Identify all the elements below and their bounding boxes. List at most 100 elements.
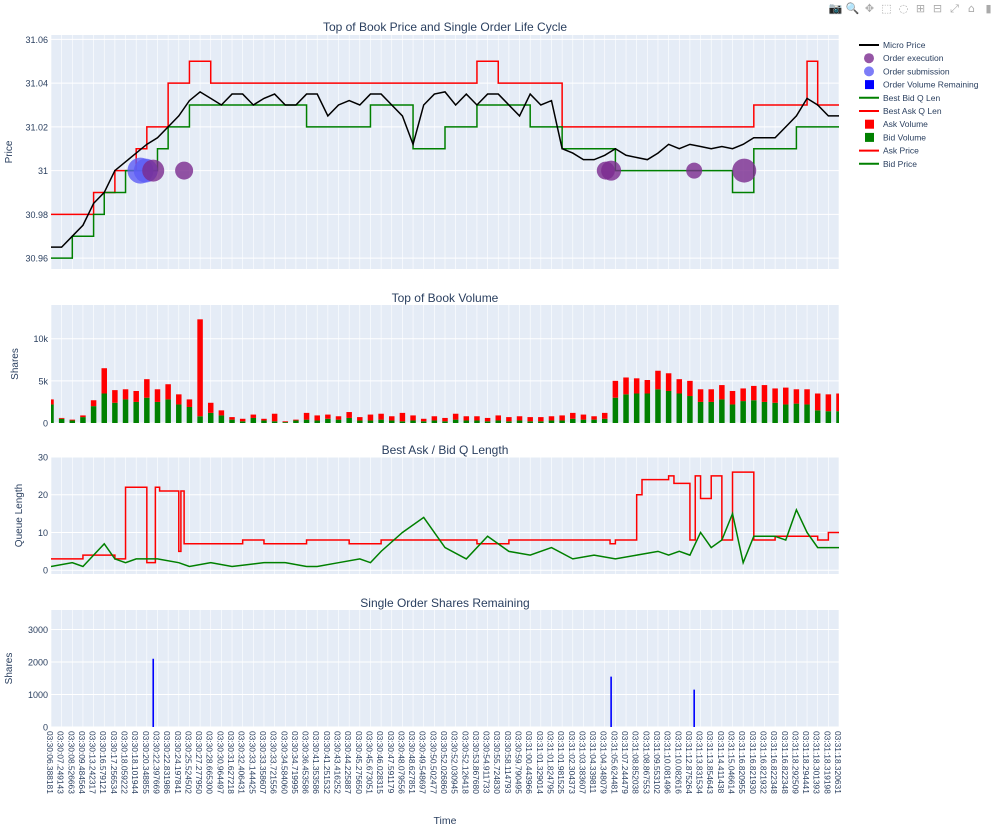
bar-bid-volume xyxy=(442,421,448,423)
x-tick-label: 03:31:16.820955 xyxy=(737,731,747,794)
marker-order-execution xyxy=(175,161,194,180)
x-tick-label: 03:30:50.502477 xyxy=(428,731,438,794)
bar-ask-volume xyxy=(740,388,746,402)
x-tick-label: 03:31:16.821930 xyxy=(748,731,758,794)
y-tick-label: 5k xyxy=(38,376,48,386)
reset-axes-icon[interactable]: ⌂ xyxy=(968,2,975,15)
bar-order-volume-remaining xyxy=(610,676,612,727)
bar-ask-volume xyxy=(452,413,459,420)
zoom-icon[interactable]: 🔍 xyxy=(845,2,860,15)
y-tick-label: 31.04 xyxy=(25,79,48,89)
pan-icon[interactable]: ✥ xyxy=(864,2,875,15)
x-tick-label: 03:30:45.275650 xyxy=(354,731,364,794)
bar-ask-volume xyxy=(687,380,693,397)
bar-bid-volume xyxy=(836,411,839,423)
bar-ask-volume xyxy=(165,384,171,400)
camera-icon[interactable]: 📷 xyxy=(828,2,843,15)
bar-ask-volume xyxy=(591,416,597,420)
x-tick-label: 03:31:00.443966 xyxy=(524,731,534,794)
bar-bid-volume xyxy=(357,420,363,423)
bar-bid-volume xyxy=(740,401,746,423)
lasso-select-icon[interactable]: ◌ xyxy=(898,2,909,15)
bar-ask-volume xyxy=(410,415,416,421)
x-tick-label: 03:30:41.251532 xyxy=(322,731,332,794)
bar-ask-volume xyxy=(271,413,278,422)
x-tick-label: 03:30:16.579121 xyxy=(98,731,108,794)
bar-bid-volume xyxy=(112,402,118,423)
x-tick-label: 03:31:15.046614 xyxy=(727,731,737,794)
bar-bid-volume xyxy=(271,421,278,423)
bar-order-volume-remaining xyxy=(152,658,155,727)
x-tick-label: 03:30:48.079556 xyxy=(396,731,406,794)
legend-item: Best Ask Q Len xyxy=(859,106,942,116)
bar-ask-volume xyxy=(729,390,736,405)
bar-ask-volume xyxy=(772,388,778,403)
x-tick-label: 03:31:18.292509 xyxy=(790,731,800,794)
bar-ask-volume xyxy=(282,421,289,423)
y-tick-label: 0 xyxy=(43,723,48,733)
x-tick-label: 03:31:08.852038 xyxy=(631,731,641,794)
x-tick-label: 03:30:22.397669 xyxy=(151,731,161,794)
bar-ask-volume xyxy=(346,412,352,418)
zoom-in-icon[interactable]: ⊞ xyxy=(915,2,926,15)
legend-label: Micro Price xyxy=(883,40,926,50)
x-tick-label: 03:30:41.353586 xyxy=(311,731,321,794)
bar-ask-volume xyxy=(665,373,672,391)
bar-ask-volume xyxy=(389,416,395,421)
series-line-best-bid-q-len xyxy=(51,507,839,568)
y-tick-label: 0 xyxy=(43,566,48,576)
x-tick-label: 03:30:53.867680 xyxy=(471,731,481,794)
zoom-out-icon[interactable]: ⊟ xyxy=(932,2,943,15)
legend-item: Order Volume Remaining xyxy=(865,80,979,90)
x-tick-label: 03:31:04.348079 xyxy=(599,731,609,794)
x-tick-label: 03:30:20.348855 xyxy=(141,731,151,794)
series-line-best-ask-q-len xyxy=(51,471,839,564)
bar-ask-volume xyxy=(399,412,406,422)
x-tick-label: 03:30:52.026860 xyxy=(439,731,449,794)
y-tick-label: 1000 xyxy=(28,690,48,700)
bar-ask-volume xyxy=(783,387,789,405)
x-tick-label: 03:30:18.059222 xyxy=(120,731,130,794)
bar-bid-volume xyxy=(293,420,299,423)
bar-ask-volume xyxy=(708,389,714,402)
bar-bid-volume xyxy=(346,417,352,423)
x-tick-label: 03:30:18.101944 xyxy=(130,731,140,794)
bar-ask-volume xyxy=(538,417,544,422)
legend-label: Order execution xyxy=(883,53,944,63)
x-tick-label: 03:31:10.081496 xyxy=(663,731,673,794)
bar-bid-volume xyxy=(495,420,501,423)
bar-ask-volume xyxy=(814,393,821,411)
chart-title: Single Order Shares Remaining xyxy=(360,596,529,610)
plotly-logo-icon[interactable]: ▮ xyxy=(985,2,992,15)
y-axis-label: Shares xyxy=(10,348,21,380)
y-tick-label: 30.96 xyxy=(25,254,48,264)
bar-bid-volume xyxy=(51,404,54,423)
x-tick-label: 03:30:52.126418 xyxy=(460,731,470,794)
bar-ask-volume xyxy=(580,414,587,420)
bar-ask-volume xyxy=(506,417,512,422)
x-tick-label: 03:30:27.277950 xyxy=(194,731,204,794)
bar-ask-volume xyxy=(250,414,257,418)
bar-ask-volume xyxy=(144,379,150,398)
x-tick-label: 03:31:05.624481 xyxy=(609,731,619,794)
bar-bid-volume xyxy=(676,393,683,423)
legend-item: Ask Volume xyxy=(865,119,928,129)
bar-ask-volume xyxy=(601,412,608,419)
chart-title: Best Ask / Bid Q Length xyxy=(382,443,509,457)
x-tick-label: 03:30:33.144425 xyxy=(247,731,257,794)
autoscale-icon[interactable]: ⤢ xyxy=(950,2,959,15)
y-tick-label: 31 xyxy=(38,166,48,176)
bar-bid-volume xyxy=(697,401,704,423)
x-tick-label: 03:30:07.249143 xyxy=(56,731,66,794)
bar-ask-volume xyxy=(442,417,448,422)
bar-bid-volume xyxy=(793,403,800,423)
bar-ask-volume xyxy=(325,414,331,419)
legend-label: Best Ask Q Len xyxy=(883,106,942,116)
bar-bid-volume xyxy=(282,422,289,423)
bar-bid-volume xyxy=(580,419,587,423)
legend-label: Order submission xyxy=(883,66,950,76)
chart-panel-4: 0 1000 2000 3000 Single Order Shares Remaini… xyxy=(4,596,840,733)
bar-ask-volume xyxy=(357,417,363,421)
x-tick-label: 03:31:01.824795 xyxy=(545,731,555,794)
box-select-icon[interactable]: ⬚ xyxy=(881,2,892,15)
